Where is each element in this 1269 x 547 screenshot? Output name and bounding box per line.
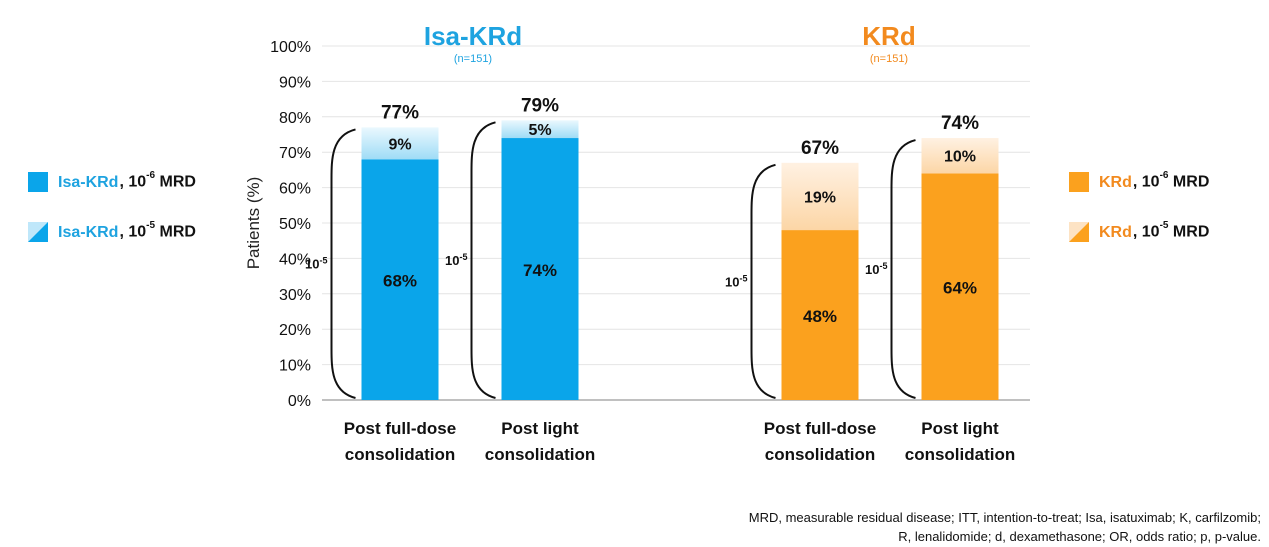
- bar-shallow-isa-0: [361, 127, 439, 160]
- legend-suffix-krd-shallow: MRD: [1168, 223, 1210, 241]
- bracket-label: 10-5: [865, 261, 887, 277]
- group-title-krd: KRd: [862, 21, 915, 51]
- data-label-total: 74%: [941, 113, 979, 134]
- y-tick-label: 10%: [279, 358, 311, 375]
- x-category-label: Post light: [921, 419, 999, 438]
- legend-text-isa-shallow: , 10: [119, 223, 147, 241]
- y-tick-label: 0%: [288, 393, 311, 410]
- x-category-label: Post full-dose: [344, 419, 456, 438]
- data-label-shallow: 10%: [944, 149, 976, 166]
- data-label-shallow: 5%: [528, 122, 551, 139]
- bracket: [890, 139, 916, 399]
- x-category-label: consolidation: [905, 445, 1016, 464]
- bracket: [750, 163, 776, 399]
- legend-label-isa-shallow: Isa-KRd, 10-5 MRD: [58, 220, 196, 241]
- legend-isa-shallow: Isa-KRd, 10-5 MRD: [28, 220, 196, 242]
- x-category-label: consolidation: [345, 445, 456, 464]
- legend-text-krd-shallow: , 10: [1132, 223, 1160, 241]
- legend-krd-deep: KRd, 10-6 MRD: [1069, 170, 1210, 192]
- legend-text-krd-deep: , 10: [1132, 173, 1160, 191]
- legend-text-isa-deep: , 10: [119, 173, 147, 191]
- bar-deep-isa-0: [361, 159, 439, 400]
- group-subtitle-krd: (n=151): [870, 53, 908, 65]
- data-label-total: 79%: [521, 95, 559, 116]
- bracket: [330, 128, 356, 399]
- legend-arm-isa-deep: Isa-KRd: [58, 173, 119, 191]
- legend-label-krd-shallow: KRd, 10-5 MRD: [1099, 220, 1210, 241]
- data-label-total: 77%: [381, 102, 419, 123]
- legend-arm-isa-shallow: Isa-KRd: [58, 223, 119, 241]
- y-axis-label: Patients (%): [244, 177, 263, 270]
- chart: 0% 10% 20% 30% 40% 50% 60% 70% 80% 90% 100% Patient…: [244, 21, 1030, 464]
- legend-suffix-isa-shallow: MRD: [155, 223, 196, 241]
- y-tick-label: 60%: [279, 181, 311, 198]
- y-tick-label: 90%: [279, 74, 311, 91]
- legend-swatch-krd-shallow: [1069, 222, 1089, 242]
- legend-arm-krd-shallow: KRd: [1099, 223, 1132, 241]
- data-label-shallow: 19%: [804, 189, 836, 206]
- x-category-label: Post light: [501, 419, 579, 438]
- legend-suffix-krd-deep: MRD: [1168, 173, 1210, 191]
- bar-deep-krd-0: [781, 230, 859, 400]
- bar-shallow-isa-1: [501, 120, 579, 139]
- y-tick-label: 50%: [279, 216, 311, 233]
- x-category-label: Post full-dose: [764, 419, 876, 438]
- group-subtitle-isa: (n=151): [454, 53, 492, 65]
- legend-sup-isa-shallow: -5: [146, 220, 156, 232]
- legend-label-krd-deep: KRd, 10-6 MRD: [1099, 170, 1210, 191]
- group-title-isa: Isa-KRd: [424, 21, 522, 51]
- legend-sup-isa-deep: -6: [146, 170, 156, 182]
- y-tick-label: 80%: [279, 110, 311, 127]
- legend-isa-deep: Isa-KRd, 10-6 MRD: [28, 170, 196, 192]
- footnote: MRD, measurable residual disease; ITT, i…: [748, 510, 1261, 544]
- y-tick-label: 100%: [270, 39, 311, 56]
- legend-swatch-isa-deep: [28, 172, 48, 192]
- data-label-deep: 74%: [523, 261, 557, 280]
- x-category-label: consolidation: [765, 445, 876, 464]
- legend-label-isa-deep: Isa-KRd, 10-6 MRD: [58, 170, 196, 191]
- legend-suffix-isa-deep: MRD: [155, 173, 196, 191]
- bracket: [470, 121, 496, 399]
- y-tick-label: 40%: [279, 251, 311, 268]
- bar-deep-krd-1: [921, 173, 999, 400]
- legend-swatch-krd-deep: [1069, 172, 1089, 192]
- bar-shallow-krd-0: [781, 162, 859, 231]
- bracket-label: 10-5: [445, 252, 467, 268]
- legend-krd-shallow: KRd, 10-5 MRD: [1069, 220, 1210, 242]
- legend-arm-krd-deep: KRd: [1099, 173, 1132, 191]
- bracket-label: 10-5: [725, 273, 747, 289]
- y-tick-label: 20%: [279, 322, 311, 339]
- legend-sup-krd-deep: -6: [1159, 170, 1169, 182]
- legend-sup-krd-shallow: -5: [1159, 220, 1169, 232]
- bar-shallow-krd-1: [921, 138, 999, 174]
- y-tick-label: 30%: [279, 287, 311, 304]
- data-label-deep: 64%: [943, 279, 977, 298]
- data-label-deep: 68%: [383, 272, 417, 291]
- data-label-total: 67%: [801, 138, 839, 159]
- bar-deep-isa-1: [501, 138, 579, 401]
- x-category-label: consolidation: [485, 445, 596, 464]
- bracket-label: 10-5: [305, 256, 327, 272]
- y-tick-label: 70%: [279, 145, 311, 162]
- data-label-deep: 48%: [803, 307, 837, 326]
- legend-swatch-isa-shallow: [28, 222, 48, 242]
- data-label-shallow: 9%: [388, 136, 411, 153]
